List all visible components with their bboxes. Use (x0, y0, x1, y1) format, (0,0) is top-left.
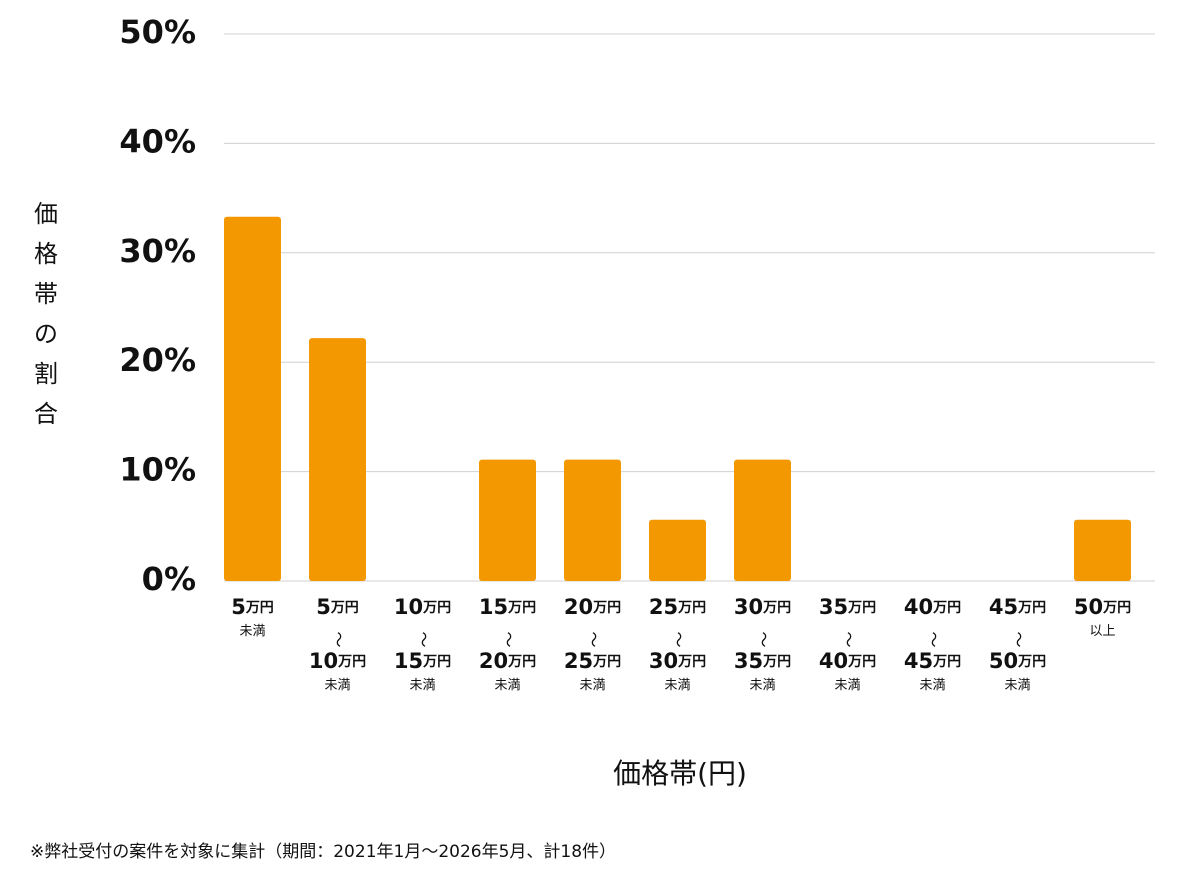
x-tick-label: 5万円〜 10万円未満 (309, 595, 366, 693)
x-tick-label: 45万円〜 50万円未満 (989, 595, 1046, 693)
bar (479, 459, 536, 581)
footnote: ※弊社受付の案件を対象に集計（期間：2021年1月〜2026年5月、計18件） (30, 842, 616, 862)
y-tick-label: 0% (142, 560, 196, 598)
y-tick-label: 50% (119, 13, 196, 51)
bar (309, 338, 366, 581)
y-axis-label: 価格帯の割合 (34, 200, 58, 428)
bar (734, 459, 791, 581)
x-tick-label: 40万円〜 45万円未満 (904, 595, 961, 693)
x-tick-label: 25万円〜 30万円未満 (649, 595, 706, 693)
bar (1074, 519, 1131, 581)
y-tick-label: 30% (119, 232, 196, 270)
bar (649, 519, 706, 581)
x-tick-label: 20万円〜 25万円未満 (564, 595, 621, 693)
bar (224, 216, 281, 581)
x-tick-label: 5万円未満 (231, 595, 274, 639)
x-tick-label: 10万円〜 15万円未満 (394, 595, 451, 693)
y-tick-label: 40% (119, 122, 196, 160)
x-tick-label: 15万円〜 20万円未満 (479, 595, 536, 693)
bar (564, 459, 621, 581)
x-tick-label: 50万円以上 (1074, 595, 1131, 639)
x-tick-label: 30万円〜 35万円未満 (734, 595, 791, 693)
y-tick-label: 10% (119, 451, 196, 489)
x-tick-label: 35万円〜 40万円未満 (819, 595, 876, 693)
x-axis-label: 価格帯(円) (613, 757, 747, 790)
y-tick-label: 20% (119, 341, 196, 379)
